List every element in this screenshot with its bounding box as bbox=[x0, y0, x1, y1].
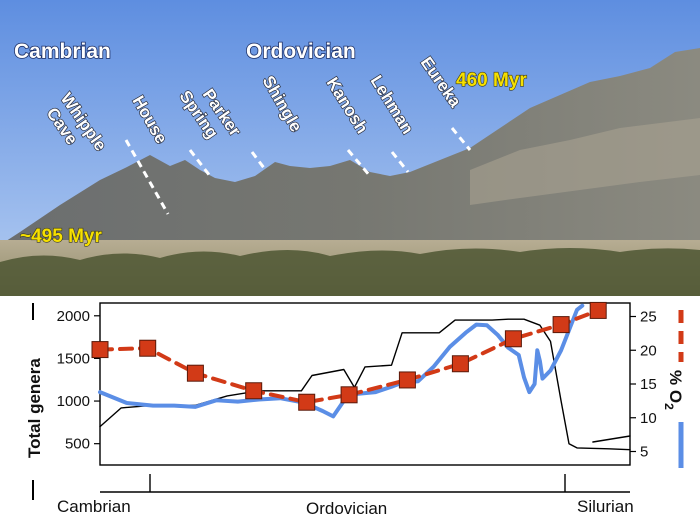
period-axis-label-silurian: Silurian bbox=[577, 497, 634, 516]
photo-period-label-cambrian: Cambrian bbox=[14, 40, 111, 63]
right-axis-ticks: 5 10 15 20 25 bbox=[630, 309, 657, 461]
left-tick-label: 2000 bbox=[57, 308, 90, 325]
mountain-ridge bbox=[0, 48, 700, 262]
series-marker bbox=[451, 355, 469, 373]
series-marker bbox=[398, 371, 416, 389]
landscape-photo: Cambrian Ordovician Whipple Cave House P… bbox=[0, 0, 700, 296]
left-tick-label: 1000 bbox=[57, 393, 90, 410]
period-axis-label-cambrian: Cambrian bbox=[57, 497, 131, 516]
left-tick-label: 1500 bbox=[57, 350, 90, 367]
period-axis-label-ordovician: Ordovician bbox=[306, 499, 387, 518]
right-tick-label: 5 bbox=[640, 444, 648, 461]
series-marker bbox=[298, 393, 316, 411]
right-axis-title: % O2 bbox=[662, 370, 685, 410]
series-marker bbox=[91, 341, 109, 359]
series-line-1 bbox=[592, 435, 631, 443]
series-marker bbox=[589, 301, 607, 319]
age-label-460: 460 Myr bbox=[456, 70, 527, 91]
right-tick-label: 25 bbox=[640, 309, 657, 326]
series-marker bbox=[186, 364, 204, 382]
right-tick-label: 10 bbox=[640, 410, 657, 427]
chart: 500 1000 1500 2000 5 10 15 20 25 Total genera %… bbox=[25, 301, 685, 518]
right-tick-label: 20 bbox=[640, 342, 657, 359]
series-marker bbox=[504, 330, 522, 348]
right-tick-label: 15 bbox=[640, 376, 657, 393]
series-line-0 bbox=[99, 318, 631, 451]
left-axis-title: Total genera bbox=[25, 358, 44, 458]
series-marker bbox=[552, 316, 570, 334]
series-marker bbox=[245, 382, 263, 400]
marker-layer bbox=[91, 301, 607, 411]
series-marker bbox=[340, 386, 358, 404]
formation-markers bbox=[124, 127, 472, 215]
age-label-495: ~495 Myr bbox=[20, 226, 102, 247]
series-marker bbox=[139, 339, 157, 357]
mountain-strata bbox=[470, 118, 700, 205]
left-axis-ticks: 500 1000 1500 2000 bbox=[57, 308, 100, 453]
photo-period-label-ordovician: Ordovician bbox=[246, 40, 356, 63]
shrubs bbox=[0, 248, 700, 296]
left-tick-label: 500 bbox=[65, 436, 90, 453]
